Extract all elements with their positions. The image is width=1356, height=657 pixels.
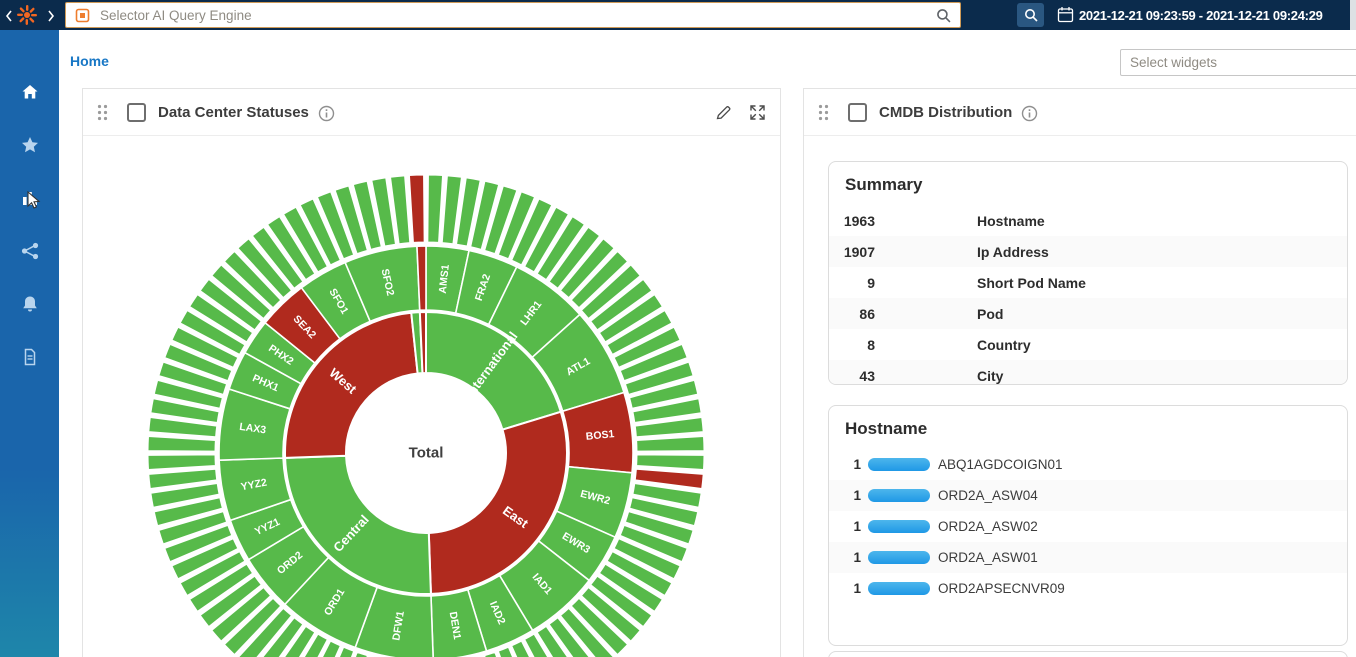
summary-row: 86 Pod (829, 298, 1347, 329)
ai-query-input[interactable] (98, 6, 936, 24)
hostname-label: ORD2A_ASW04 (938, 488, 1038, 503)
summary-label: Ip Address (977, 243, 1049, 260)
hostname-row: 1 ORD2A_ASW04 (829, 480, 1347, 511)
svg-text:LAX3: LAX3 (239, 421, 267, 437)
hostname-row: 1 ORD2A_ASW01 (829, 542, 1347, 573)
drag-handle-icon[interactable] (818, 104, 829, 121)
hostname-label: ORD2A_ASW01 (938, 550, 1038, 565)
hostname-bar (868, 551, 930, 564)
sidebar-item-alerts[interactable] (0, 286, 59, 322)
summary-label: Hostname (977, 212, 1045, 229)
bell-icon (20, 294, 40, 314)
scrollbar[interactable] (1350, 0, 1356, 30)
summary-label: Pod (977, 305, 1004, 322)
summary-value: 9 (867, 274, 875, 291)
hostname-count: 1 (853, 488, 861, 503)
ai-query-searchbar (65, 2, 961, 28)
datacenter-statuses-card: Data Center Statuses Total International E… (82, 88, 781, 657)
svg-text:SFO2: SFO2 (379, 268, 397, 298)
hostname-row: 1 ORD2A_ASW02 (829, 511, 1347, 542)
hostname-label: ORD2A_ASW02 (938, 519, 1038, 534)
topbar: 2021-12-21 09:23:59 - 2021-12-21 09:24:2… (0, 0, 1356, 30)
search-button[interactable] (1017, 3, 1044, 27)
calendar-icon[interactable] (1057, 6, 1074, 28)
svg-text:AMS1: AMS1 (437, 264, 452, 294)
summary-row: 1963 Hostname (829, 205, 1347, 236)
summary-label: Short Pod Name (977, 274, 1086, 291)
hostname-count: 1 (853, 519, 861, 534)
summary-value: 8 (867, 336, 875, 353)
sidebar-item-home[interactable] (0, 74, 59, 110)
hostname-count: 1 (853, 457, 861, 472)
summary-title: Summary (845, 175, 923, 194)
summary-row: 8 Country (829, 329, 1347, 360)
summary-value: 1907 (843, 243, 875, 260)
hostname-count: 1 (853, 581, 861, 596)
search-icon (1024, 8, 1038, 22)
hostname-label: ORD2APSECNVR09 (938, 581, 1065, 596)
card-title: CMDB Distribution (879, 103, 1013, 121)
card-header: CMDB Distribution (804, 89, 1356, 136)
card-header: Data Center Statuses (83, 89, 780, 136)
document-icon (20, 347, 40, 367)
hostname-bar (868, 582, 930, 595)
hostname-row: 1 ORD2APSECNVR09 (829, 573, 1347, 604)
hostname-count: 1 (853, 550, 861, 565)
info-icon[interactable] (1021, 105, 1038, 122)
summary-label: Country (977, 336, 1031, 353)
sidebar (0, 30, 59, 657)
breadcrumb-home-link[interactable]: Home (70, 53, 109, 69)
cmdb-summary-box: Summary 1963 Hostname 1907 Ip Address 9 Short… (828, 161, 1348, 385)
sidebar-item-workflows[interactable] (0, 233, 59, 269)
hostname-bar (868, 458, 930, 471)
hostname-title: Hostname (845, 419, 928, 438)
summary-value: 43 (859, 367, 875, 384)
sidebar-item-dashboards[interactable] (0, 180, 59, 216)
summary-rows: 1963 Hostname 1907 Ip Address 9 Short Pod Nam… (829, 205, 1347, 384)
star-icon (20, 135, 40, 155)
sidebar-item-favorites[interactable] (0, 127, 59, 163)
hostname-label: ABQ1AGDCOIGN01 (938, 457, 1063, 472)
bar-chart-icon (20, 188, 40, 208)
cmdb-next-box (828, 651, 1348, 657)
workflow-nodes-icon (20, 241, 40, 261)
hostname-rows: 1 ABQ1AGDCOIGN01 1 ORD2A_ASW04 1 ORD2A_ASW02 1… (829, 449, 1347, 604)
svg-text:YYZ2: YYZ2 (240, 477, 268, 494)
hostname-bar (868, 520, 930, 533)
svg-text:DFW1: DFW1 (390, 610, 407, 641)
info-icon[interactable] (318, 105, 335, 122)
search-icon[interactable] (936, 8, 951, 23)
summary-row: 9 Short Pod Name (829, 267, 1347, 298)
home-icon (20, 82, 40, 102)
hostname-bar (868, 489, 930, 502)
sidebar-item-reports[interactable] (0, 339, 59, 375)
date-range[interactable]: 2021-12-21 09:23:59 - 2021-12-21 09:24:2… (1079, 8, 1323, 23)
summary-row: 1907 Ip Address (829, 236, 1347, 267)
cmdb-hostname-box: Hostname 1 ABQ1AGDCOIGN01 1 ORD2A_ASW04 1 ORD… (828, 405, 1348, 646)
svg-text:BOS1: BOS1 (585, 428, 615, 443)
summary-value: 1963 (843, 212, 875, 229)
summary-value: 86 (859, 305, 875, 322)
edit-icon[interactable] (715, 104, 732, 121)
query-box-icon (75, 8, 90, 23)
widget-checkbox[interactable] (127, 102, 146, 122)
hostname-row: 1 ABQ1AGDCOIGN01 (829, 449, 1347, 480)
selector-logo-icon[interactable] (16, 4, 38, 31)
svg-text:DEN1: DEN1 (447, 611, 463, 641)
svg-text:Total: Total (409, 445, 444, 462)
sunburst-chart[interactable]: Total International East Central West AMS1 FRA… (116, 143, 736, 657)
summary-label: City (977, 367, 1004, 384)
widget-checkbox[interactable] (848, 102, 867, 122)
drag-handle-icon[interactable] (97, 104, 108, 121)
expand-icon[interactable] (749, 104, 766, 121)
chevron-left-icon[interactable] (5, 9, 13, 27)
cmdb-distribution-card: CMDB Distribution Summary 1963 Hostname 19… (803, 88, 1356, 657)
chevron-right-icon[interactable] (47, 9, 55, 27)
summary-row: 43 City (829, 360, 1347, 384)
select-widgets-input[interactable] (1120, 49, 1356, 76)
card-title: Data Center Statuses (158, 103, 309, 121)
